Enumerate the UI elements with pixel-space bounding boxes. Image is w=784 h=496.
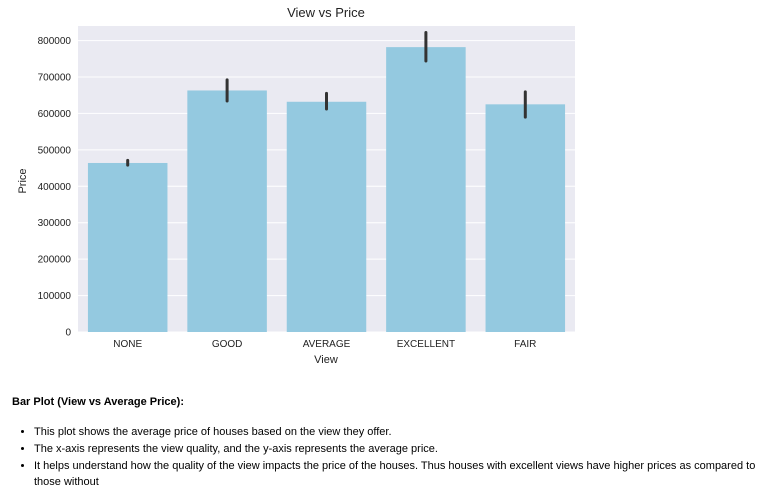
x-tick-label: FAIR: [514, 339, 536, 350]
bars: [87, 47, 566, 333]
x-tick-labels: NONE GOOD AVERAGE EXCELLENT FAIR: [113, 339, 536, 350]
bar-chart: 0 100000 200000 300000 400000 500000 600000 700…: [17, 5, 575, 366]
x-tick-label: GOOD: [212, 339, 243, 350]
x-axis-label: View: [314, 354, 338, 366]
description-bullet: The x-axis represents the view quality, …: [34, 441, 778, 457]
y-tick-label: 100000: [38, 291, 72, 302]
x-tick-label: AVERAGE: [303, 339, 351, 350]
bar-good: [187, 90, 267, 332]
y-axis-label: Price: [17, 168, 29, 193]
chart-title: View vs Price: [287, 5, 365, 20]
description-bullet: This plot shows the average price of hou…: [34, 424, 778, 440]
description-bullet: It helps understand how the quality of t…: [34, 458, 778, 490]
y-tick-label: 600000: [38, 109, 72, 120]
y-tick-label: 400000: [38, 182, 72, 193]
description-heading: Bar Plot (View vs Average Price):: [12, 396, 184, 408]
y-tick-label: 300000: [38, 218, 72, 229]
bar-fair: [485, 104, 566, 332]
x-tick-label: EXCELLENT: [397, 339, 455, 350]
y-tick-labels: 0 100000 200000 300000 400000 500000 600000 700…: [38, 36, 72, 338]
error-bars: [126, 31, 527, 167]
description-list: This plot shows the average price of hou…: [12, 424, 778, 490]
bar-none: [87, 162, 168, 332]
y-tick-label: 200000: [38, 255, 72, 266]
y-tick-label: 500000: [38, 145, 72, 156]
bar-average: [286, 101, 367, 333]
chart-description: Bar Plot (View vs Average Price): This p…: [12, 394, 778, 491]
y-tick-label: 700000: [38, 73, 72, 84]
y-tick-label: 800000: [38, 36, 72, 47]
x-tick-label: NONE: [113, 339, 142, 350]
bar-excellent: [386, 47, 466, 332]
y-tick-label: 0: [65, 328, 71, 339]
